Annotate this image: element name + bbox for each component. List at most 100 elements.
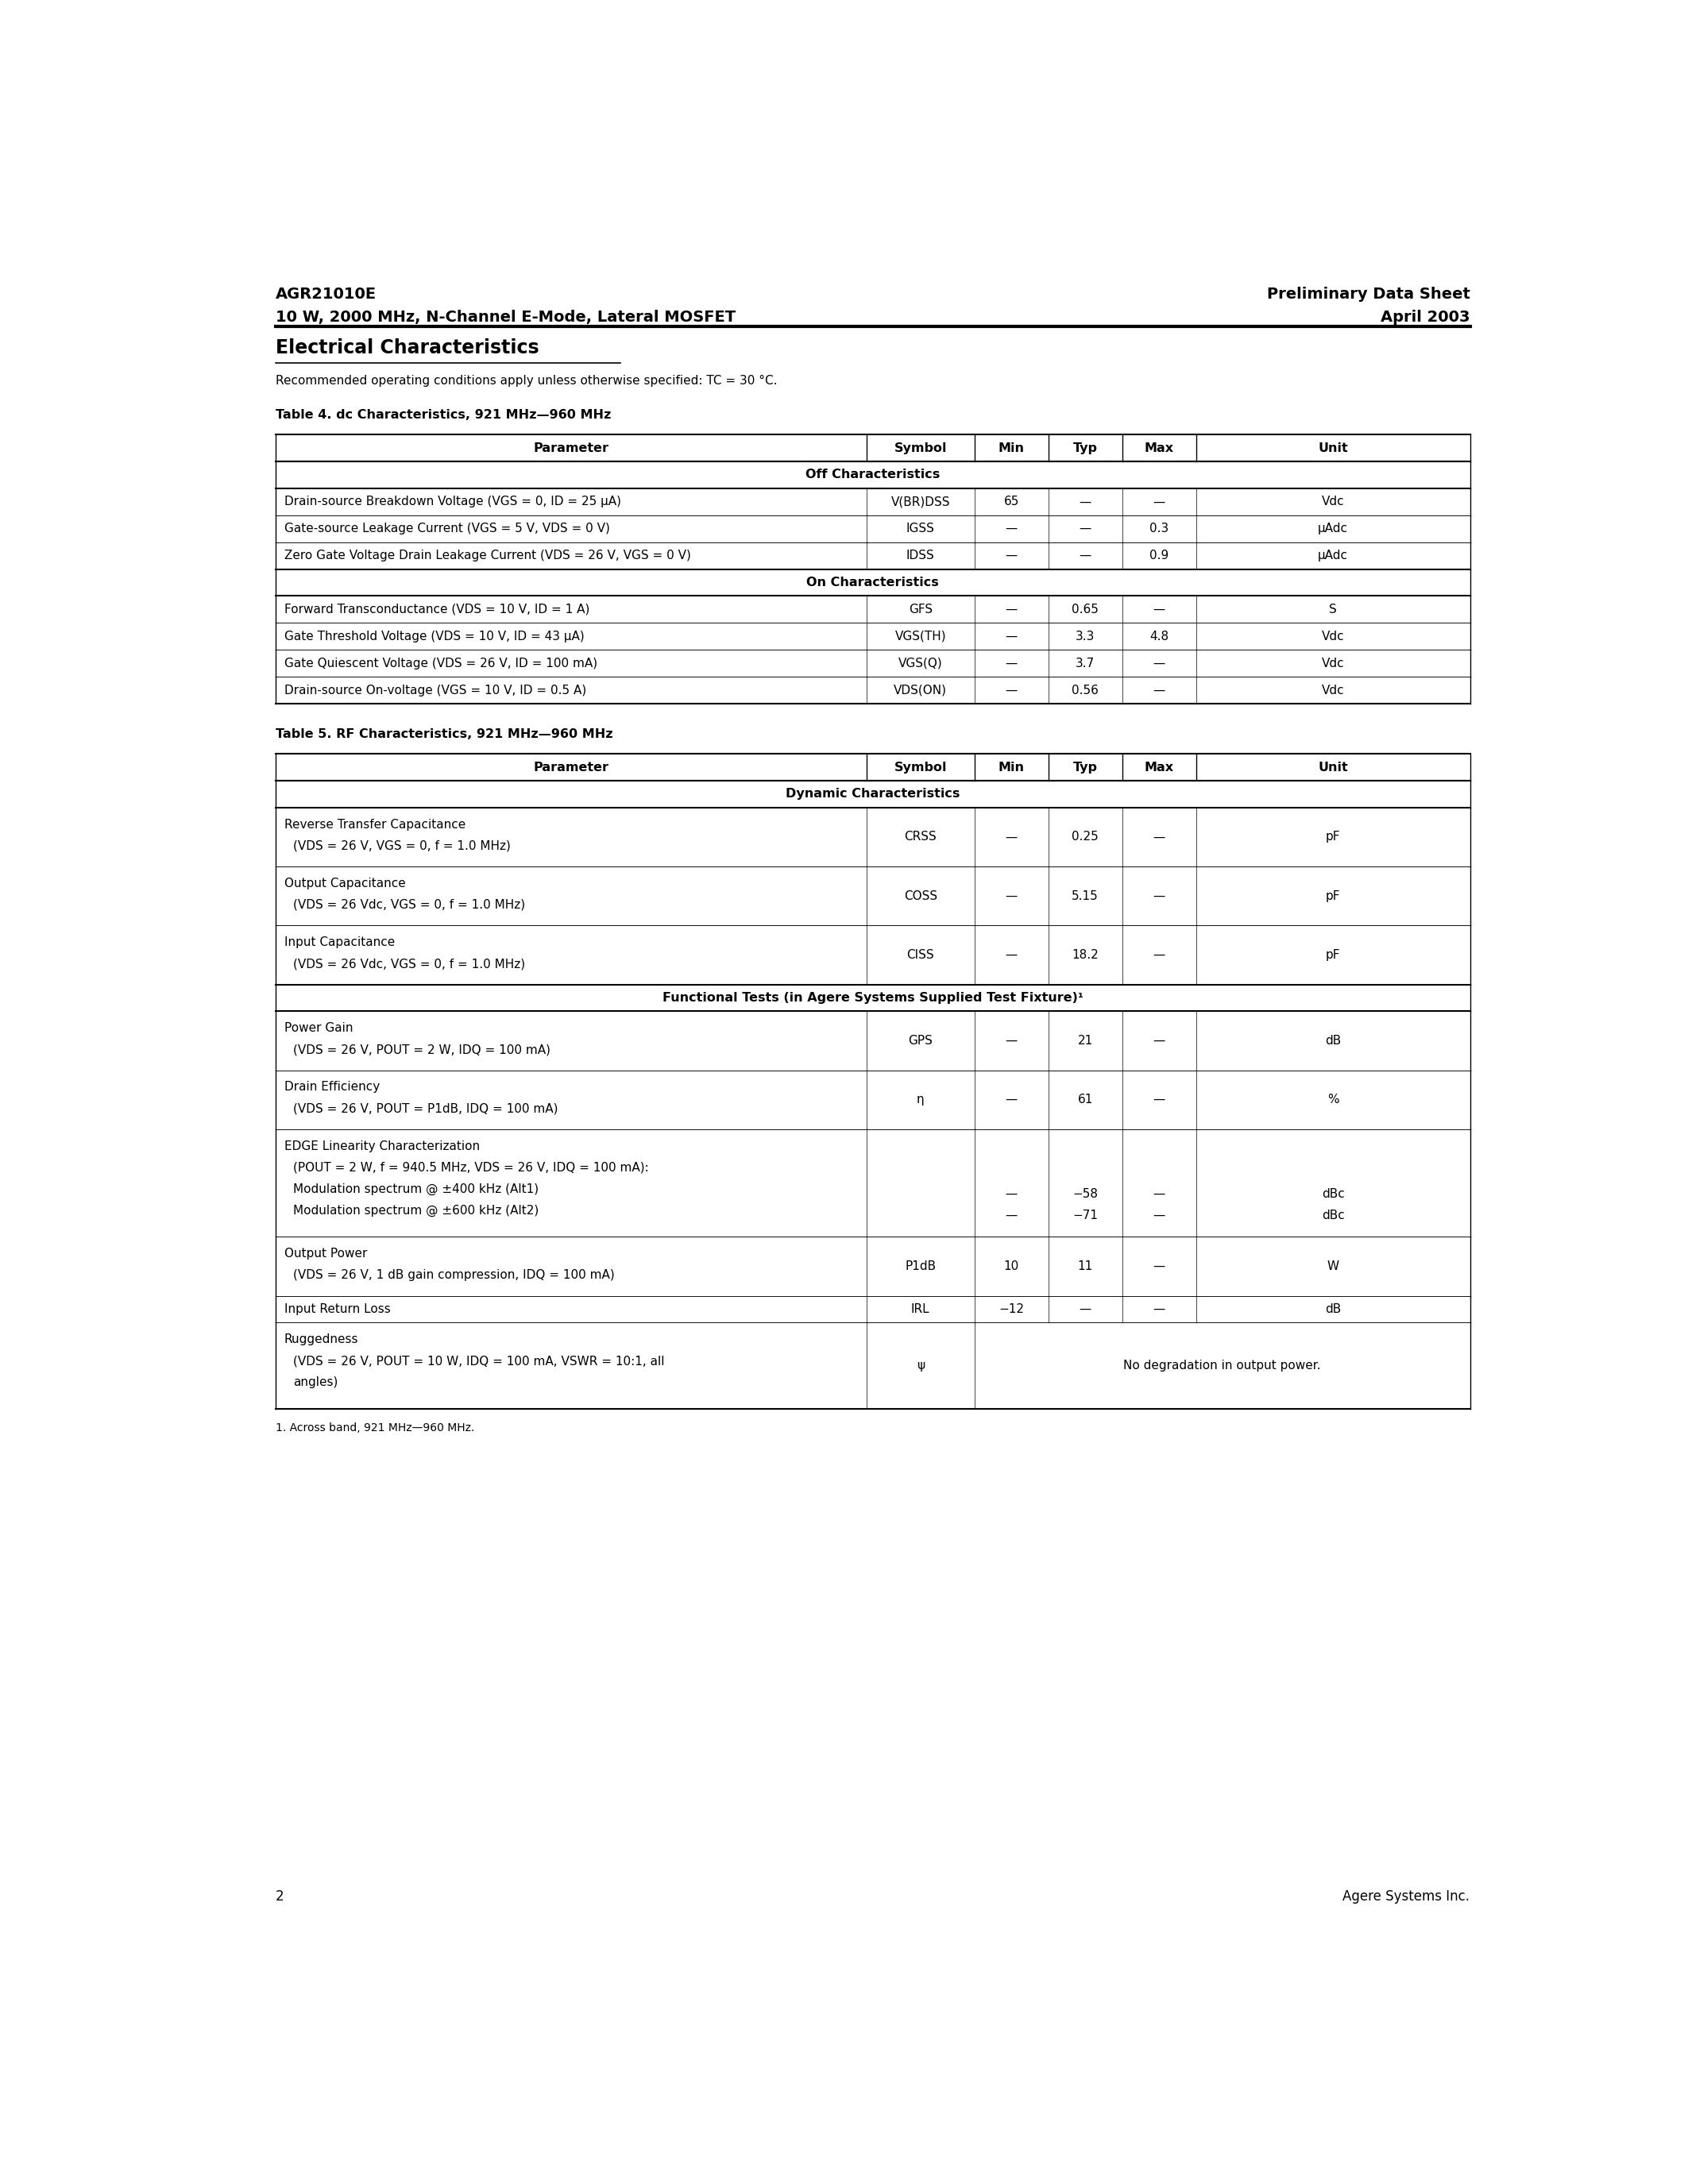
Text: dB: dB [1325, 1304, 1340, 1315]
Text: No degradation in output power.: No degradation in output power. [1124, 1361, 1322, 1372]
Text: 2: 2 [275, 1889, 284, 1904]
Text: Symbol: Symbol [895, 762, 947, 773]
Text: V(BR)DSS: V(BR)DSS [891, 496, 950, 507]
Text: (VDS = 26 V, POUT = P1dB, IDQ = 100 mA): (VDS = 26 V, POUT = P1dB, IDQ = 100 mA) [294, 1103, 557, 1114]
Text: VGS(TH): VGS(TH) [895, 631, 947, 642]
Text: 1. Across band, 921 MHz—960 MHz.: 1. Across band, 921 MHz—960 MHz. [275, 1422, 474, 1433]
Text: —: — [1153, 1210, 1165, 1221]
Text: Vdc: Vdc [1322, 657, 1344, 668]
Text: —: — [1006, 522, 1018, 535]
Text: —: — [1006, 631, 1018, 642]
Text: %: % [1327, 1094, 1339, 1105]
Text: On Characteristics: On Characteristics [807, 577, 939, 587]
Text: IGSS: IGSS [906, 522, 935, 535]
Text: Agere Systems Inc.: Agere Systems Inc. [1344, 1889, 1470, 1904]
Text: pF: pF [1325, 891, 1340, 902]
Text: —: — [1153, 832, 1165, 843]
Text: GFS: GFS [908, 603, 932, 616]
Text: Min: Min [998, 762, 1025, 773]
Text: Unit: Unit [1318, 441, 1349, 454]
Text: 65: 65 [1004, 496, 1020, 507]
Text: 11: 11 [1077, 1260, 1092, 1273]
Text: Table 4. dc Characteristics, 921 MHz—960 MHz: Table 4. dc Characteristics, 921 MHz—960… [275, 408, 611, 422]
Text: IRL: IRL [912, 1304, 930, 1315]
Text: —: — [1153, 603, 1165, 616]
Text: Preliminary Data Sheet: Preliminary Data Sheet [1266, 286, 1470, 301]
Text: —: — [1079, 550, 1090, 561]
Text: Dynamic Characteristics: Dynamic Characteristics [785, 788, 960, 799]
Text: —: — [1153, 1188, 1165, 1199]
Text: —: — [1153, 1094, 1165, 1105]
Text: —: — [1006, 950, 1018, 961]
Text: Forward Transconductance (VDS = 10 V, ID = 1 A): Forward Transconductance (VDS = 10 V, ID… [284, 603, 589, 616]
Text: (VDS = 26 Vdc, VGS = 0, f = 1.0 MHz): (VDS = 26 Vdc, VGS = 0, f = 1.0 MHz) [294, 959, 525, 970]
Text: Vdc: Vdc [1322, 631, 1344, 642]
Text: AGR21010E: AGR21010E [275, 286, 376, 301]
Text: −71: −71 [1072, 1210, 1097, 1221]
Text: μAdc: μAdc [1318, 522, 1349, 535]
Text: GPS: GPS [908, 1035, 933, 1046]
Text: 5.15: 5.15 [1072, 891, 1099, 902]
Text: Gate Threshold Voltage (VDS = 10 V, ID = 43 μA): Gate Threshold Voltage (VDS = 10 V, ID =… [284, 631, 584, 642]
Text: —: — [1153, 891, 1165, 902]
Text: —: — [1006, 1210, 1018, 1221]
Text: Min: Min [998, 441, 1025, 454]
Text: Typ: Typ [1074, 441, 1097, 454]
Text: CRSS: CRSS [905, 832, 937, 843]
Text: Max: Max [1144, 762, 1173, 773]
Text: −12: −12 [999, 1304, 1025, 1315]
Text: 0.25: 0.25 [1072, 832, 1099, 843]
Text: Drain Efficiency: Drain Efficiency [284, 1081, 380, 1094]
Text: —: — [1079, 1304, 1090, 1315]
Text: 0.3: 0.3 [1150, 522, 1168, 535]
Text: Power Gain: Power Gain [284, 1022, 353, 1035]
Text: Input Return Loss: Input Return Loss [284, 1304, 390, 1315]
Text: 10 W, 2000 MHz, N-Channel E-Mode, Lateral MOSFET: 10 W, 2000 MHz, N-Channel E-Mode, Latera… [275, 310, 736, 325]
Text: pF: pF [1325, 832, 1340, 843]
Text: —: — [1153, 950, 1165, 961]
Text: angles): angles) [294, 1376, 338, 1389]
Text: (VDS = 26 V, POUT = 2 W, IDQ = 100 mA): (VDS = 26 V, POUT = 2 W, IDQ = 100 mA) [294, 1044, 550, 1055]
Text: pF: pF [1325, 950, 1340, 961]
Text: (POUT = 2 W, f = 940.5 MHz, VDS = 26 V, IDQ = 100 mA):: (POUT = 2 W, f = 940.5 MHz, VDS = 26 V, … [294, 1162, 648, 1173]
Text: April 2003: April 2003 [1381, 310, 1470, 325]
Text: —: — [1006, 1094, 1018, 1105]
Text: —: — [1006, 891, 1018, 902]
Text: —: — [1006, 832, 1018, 843]
Text: 21: 21 [1077, 1035, 1092, 1046]
Text: Output Capacitance: Output Capacitance [284, 878, 405, 889]
Text: —: — [1153, 1304, 1165, 1315]
Text: Ruggedness: Ruggedness [284, 1334, 358, 1345]
Text: P1dB: P1dB [905, 1260, 937, 1273]
Text: dBc: dBc [1322, 1188, 1344, 1199]
Text: —: — [1006, 603, 1018, 616]
Text: —: — [1153, 657, 1165, 668]
Text: (VDS = 26 V, 1 dB gain compression, IDQ = 100 mA): (VDS = 26 V, 1 dB gain compression, IDQ … [294, 1269, 614, 1282]
Text: COSS: COSS [903, 891, 937, 902]
Text: Unit: Unit [1318, 762, 1349, 773]
Text: 61: 61 [1077, 1094, 1092, 1105]
Text: Modulation spectrum @ ±400 kHz (Alt1): Modulation spectrum @ ±400 kHz (Alt1) [294, 1184, 538, 1195]
Text: Drain-source On-voltage (VGS = 10 V, ID = 0.5 A): Drain-source On-voltage (VGS = 10 V, ID … [284, 684, 586, 697]
Text: Table 5. RF Characteristics, 921 MHz—960 MHz: Table 5. RF Characteristics, 921 MHz—960… [275, 727, 613, 740]
Text: VGS(Q): VGS(Q) [898, 657, 942, 668]
Text: —: — [1153, 496, 1165, 507]
Text: ψ: ψ [917, 1361, 925, 1372]
Text: 3.3: 3.3 [1075, 631, 1096, 642]
Text: —: — [1006, 684, 1018, 697]
Text: Modulation spectrum @ ±600 kHz (Alt2): Modulation spectrum @ ±600 kHz (Alt2) [294, 1203, 538, 1216]
Text: Vdc: Vdc [1322, 684, 1344, 697]
Text: Functional Tests (in Agere Systems Supplied Test Fixture)¹: Functional Tests (in Agere Systems Suppl… [662, 992, 1084, 1005]
Text: Symbol: Symbol [895, 441, 947, 454]
Text: Input Capacitance: Input Capacitance [284, 937, 395, 948]
Text: EDGE Linearity Characterization: EDGE Linearity Characterization [284, 1140, 479, 1153]
Text: —: — [1079, 496, 1090, 507]
Text: Off Characteristics: Off Characteristics [805, 470, 940, 480]
Text: 10: 10 [1004, 1260, 1020, 1273]
Text: −58: −58 [1072, 1188, 1097, 1199]
Text: Max: Max [1144, 441, 1173, 454]
Text: Reverse Transfer Capacitance: Reverse Transfer Capacitance [284, 819, 466, 830]
Text: Output Power: Output Power [284, 1247, 368, 1260]
Text: (VDS = 26 Vdc, VGS = 0, f = 1.0 MHz): (VDS = 26 Vdc, VGS = 0, f = 1.0 MHz) [294, 900, 525, 911]
Text: dB: dB [1325, 1035, 1340, 1046]
